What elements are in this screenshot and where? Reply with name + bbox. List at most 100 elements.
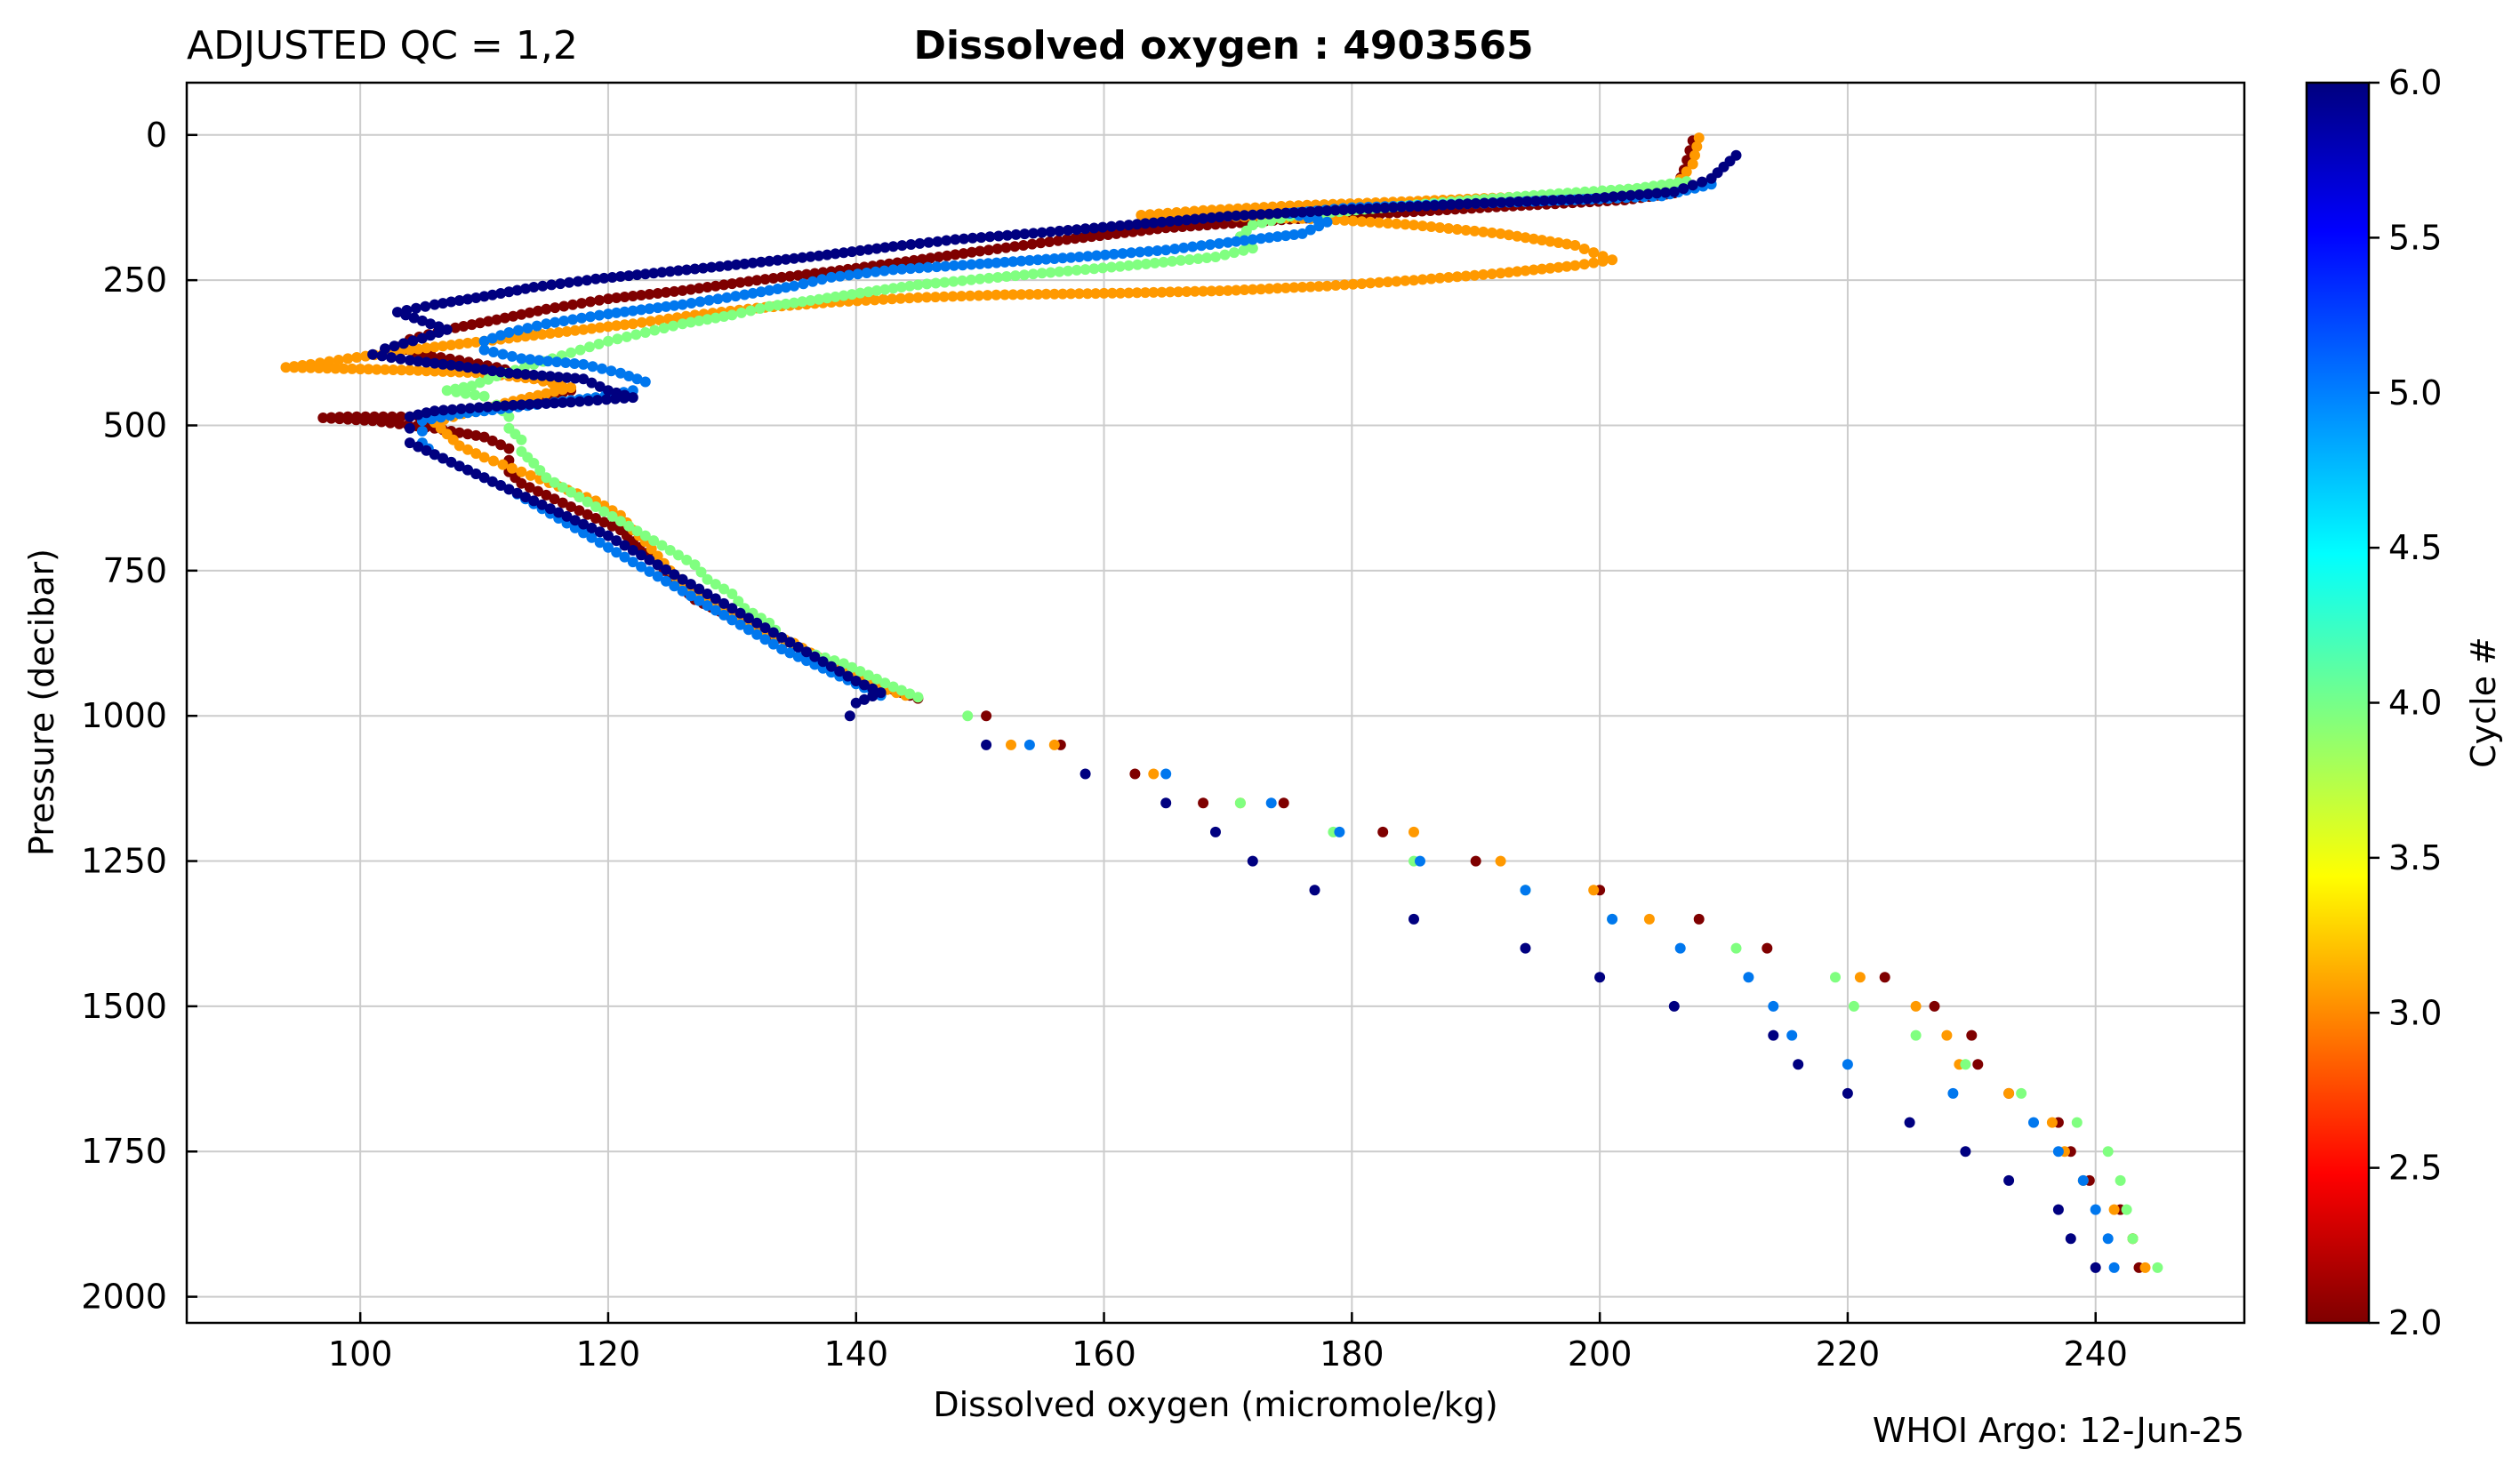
data-point [822, 292, 833, 304]
data-point [1173, 286, 1184, 298]
data-point [1023, 254, 1035, 266]
data-point [1304, 224, 1316, 236]
data-point [1469, 269, 1481, 281]
data-point [669, 285, 680, 297]
data-point [1356, 278, 1368, 290]
data-point [1400, 219, 1411, 230]
data-point [566, 347, 577, 358]
data-point [1842, 1059, 1853, 1070]
data-point [983, 258, 994, 269]
data-point [1374, 276, 1384, 288]
x-tick-label: 200 [1568, 1334, 1633, 1374]
data-point [478, 472, 490, 484]
data-point [553, 507, 565, 518]
data-point [1561, 260, 1572, 272]
data-point [621, 331, 632, 342]
data-point [404, 364, 415, 376]
data-point [1668, 186, 1680, 197]
data-point [407, 335, 419, 347]
data-point [1486, 268, 1497, 280]
data-point [453, 360, 465, 372]
data-point [1495, 228, 1506, 239]
data-point [557, 497, 568, 509]
data-point [648, 268, 660, 279]
data-point [1239, 235, 1250, 246]
data-point [1488, 197, 1498, 209]
data-point [1705, 172, 1717, 184]
data-point [441, 385, 453, 397]
data-point [533, 305, 543, 316]
data-point [912, 692, 924, 703]
data-point [948, 260, 959, 271]
colorbar-tick-label: 6.0 [2388, 63, 2442, 102]
data-point [776, 271, 788, 283]
x-tick-label: 180 [1320, 1334, 1384, 1374]
data-point [718, 311, 730, 322]
data-point [1338, 204, 1349, 215]
data-point [930, 277, 942, 289]
data-point [764, 300, 775, 312]
data-point [1189, 213, 1200, 225]
data-point [636, 316, 647, 328]
data-point [503, 327, 515, 338]
y-tick-label: 1750 [81, 1132, 167, 1171]
data-point [776, 644, 788, 655]
data-point [558, 300, 570, 312]
data-point [1098, 287, 1110, 299]
data-point [710, 312, 721, 324]
data-point [614, 516, 626, 527]
data-point [516, 399, 527, 411]
data-point [1425, 273, 1437, 284]
data-point [887, 283, 899, 294]
data-point [506, 462, 518, 474]
data-point [445, 359, 457, 371]
data-point [904, 688, 916, 700]
data-point [627, 318, 638, 330]
x-axis-label: Dissolved oxygen (micromole/kg) [933, 1385, 1497, 1424]
data-point [1643, 913, 1655, 925]
data-point [751, 617, 763, 629]
data-point [887, 264, 899, 276]
data-point [533, 485, 543, 497]
data-point [710, 579, 721, 590]
data-point [825, 661, 837, 672]
data-point [767, 273, 779, 284]
data-point [1642, 188, 1654, 200]
data-points [280, 132, 2163, 1273]
data-point [975, 245, 986, 257]
data-point [1214, 285, 1225, 297]
data-point [1023, 289, 1035, 300]
data-point [652, 302, 663, 314]
data-point [486, 365, 498, 377]
data-point [495, 288, 507, 299]
data-point [745, 305, 757, 316]
data-point [371, 364, 382, 375]
data-point [1210, 252, 1221, 262]
colorbar-label: Cycle # [2464, 637, 2503, 768]
data-point [1065, 288, 1077, 300]
data-point [993, 230, 1005, 242]
data-point [350, 414, 362, 426]
data-point [1131, 287, 1143, 299]
data-point [503, 367, 515, 379]
data-point [1247, 243, 1258, 254]
colorbar-tick-label: 2.5 [2388, 1149, 2442, 1188]
data-point [346, 363, 357, 374]
data-point [280, 362, 292, 373]
data-point [1443, 272, 1455, 283]
data-point [694, 583, 705, 595]
data-point [830, 291, 841, 302]
credit-text: WHOI Argo: 12-Jun-25 [1873, 1411, 2244, 1450]
data-point [1070, 233, 1080, 244]
data-point [528, 458, 540, 469]
data-point [895, 282, 907, 292]
data-point [342, 353, 354, 364]
data-point [1036, 227, 1047, 238]
data-point [511, 368, 523, 380]
data-point [1256, 217, 1268, 228]
data-point [636, 549, 647, 561]
data-point [1371, 203, 1383, 214]
data-point [859, 679, 870, 691]
data-point [1346, 204, 1358, 215]
